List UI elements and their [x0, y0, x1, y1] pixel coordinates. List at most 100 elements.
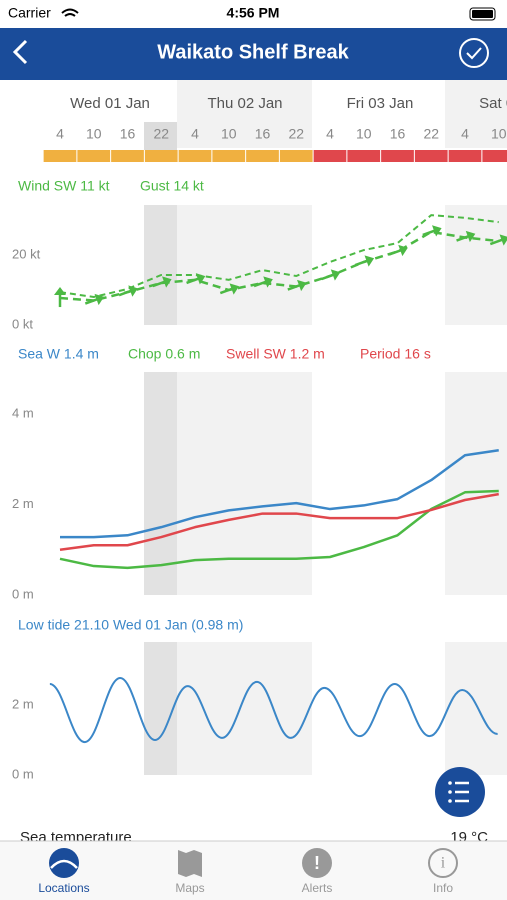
- rating-cell: [144, 150, 178, 162]
- legend-entry: Sea W 1.4 m: [18, 346, 99, 362]
- locations-icon[interactable]: [49, 848, 79, 878]
- arrow-head: [94, 293, 105, 306]
- rating-cell: [414, 150, 448, 162]
- tab-label[interactable]: Locations: [38, 881, 89, 895]
- wind-arrow: [152, 276, 172, 288]
- hour-label: 4: [56, 126, 64, 142]
- hour-label: 10: [221, 126, 237, 142]
- wind-arrow: [54, 287, 66, 308]
- info-glyph: i: [441, 855, 446, 872]
- arrow-head: [195, 273, 206, 285]
- legend-entry: Wind SW 11 kt: [18, 178, 110, 194]
- wave-glyph: [50, 859, 78, 869]
- y-tick-label: 20 kt: [12, 246, 41, 261]
- wind-arrow: [219, 283, 240, 295]
- day-shade: [177, 80, 312, 148]
- maps-icon[interactable]: [178, 850, 202, 877]
- arrow-head: [297, 279, 307, 292]
- tide-title: Low tide 21.10 Wed 01 Jan (0.98 m): [18, 617, 243, 633]
- alerts-icon[interactable]: [302, 848, 332, 878]
- rating-cell: [111, 150, 144, 162]
- hour-label: 10: [491, 126, 507, 142]
- list-dot: [448, 781, 452, 785]
- list-dot: [448, 799, 452, 803]
- selected-hour: [144, 122, 177, 150]
- arrow-shaft: [152, 280, 167, 288]
- rating-cell: [212, 150, 246, 162]
- wind-arrow: [186, 273, 206, 285]
- day-label: Fri 03 Jan: [347, 95, 414, 112]
- wind-arrow: [84, 293, 105, 306]
- day-shade: [177, 372, 312, 595]
- rating-cell: [178, 150, 212, 162]
- hour-label: 4: [461, 126, 469, 142]
- arrow-shaft: [219, 287, 234, 295]
- legend-entry: Period 16 s: [360, 346, 431, 362]
- day-label: Wed 01 Jan: [70, 95, 150, 112]
- arrow-shaft: [253, 280, 268, 288]
- hour-label: 22: [423, 126, 439, 142]
- selected-column: [144, 372, 177, 595]
- done-button[interactable]: [459, 38, 489, 68]
- arrow-shaft: [321, 273, 336, 281]
- arrow-shaft: [118, 289, 133, 297]
- carrier: Carrier: [8, 5, 51, 21]
- rating-cell: [77, 150, 111, 162]
- list-icon: [455, 781, 469, 803]
- wind-arrow: [456, 230, 476, 243]
- hour-label: 16: [120, 126, 136, 142]
- selected-column: [144, 642, 177, 775]
- info-icon[interactable]: [428, 848, 458, 878]
- day-label: Thu 02 Jan: [207, 95, 282, 112]
- wind-arrow: [388, 244, 408, 257]
- alert-glyph: !: [314, 853, 320, 873]
- wind-arrow: [422, 225, 442, 237]
- legend-entry: Chop 0.6 m: [128, 346, 200, 362]
- back-button[interactable]: [12, 39, 28, 65]
- hour-label: 4: [191, 126, 199, 142]
- y-tick-label: 2 m: [12, 496, 34, 511]
- check-icon: [466, 47, 482, 60]
- battery: [469, 7, 496, 21]
- tab-label[interactable]: Alerts: [302, 881, 333, 895]
- nav-title: Waikato Shelf Break: [157, 41, 349, 63]
- wind-arrow: [287, 279, 307, 292]
- arrow-shaft: [287, 283, 302, 291]
- arrow-head: [162, 276, 172, 288]
- series-line: [59, 492, 499, 552]
- arrow-head: [229, 283, 240, 295]
- rating-cell: [43, 150, 77, 162]
- day-label: Sat 04 Jan: [479, 95, 507, 112]
- series-line: [59, 489, 499, 570]
- arrow-shaft: [388, 248, 403, 256]
- list-dot: [448, 790, 452, 794]
- arrow-head: [54, 287, 66, 296]
- day-shade: [177, 205, 312, 325]
- hour-label: 10: [356, 126, 372, 142]
- arrow-head: [364, 255, 375, 267]
- hour-label: 22: [153, 126, 169, 142]
- tide-line: [49, 677, 498, 744]
- arrow-head: [465, 230, 476, 243]
- battery-level: [472, 10, 493, 18]
- tab-label[interactable]: Info: [433, 881, 453, 895]
- legend-entry: Gust 14 kt: [140, 178, 204, 194]
- rating-cell: [313, 150, 347, 162]
- wind-arrow: [321, 269, 341, 281]
- day-shade: [445, 642, 507, 775]
- rating-cell: [246, 150, 279, 162]
- arrow-shaft: [489, 238, 504, 246]
- y-tick-label: 2 m: [12, 696, 34, 711]
- legend-entry: Swell SW 1.2 m: [226, 346, 325, 362]
- arrow-head: [263, 276, 273, 288]
- y-tick-label: 0 m: [12, 586, 34, 601]
- tab-bar: [0, 841, 507, 900]
- arrow-head: [398, 244, 408, 257]
- rating-cell: [279, 150, 313, 162]
- day-shade: [177, 642, 312, 775]
- tab-label[interactable]: Maps: [175, 881, 204, 895]
- rating-cell: [381, 150, 414, 162]
- y-tick-label: 0 kt: [12, 316, 33, 331]
- selected-column: [144, 205, 177, 325]
